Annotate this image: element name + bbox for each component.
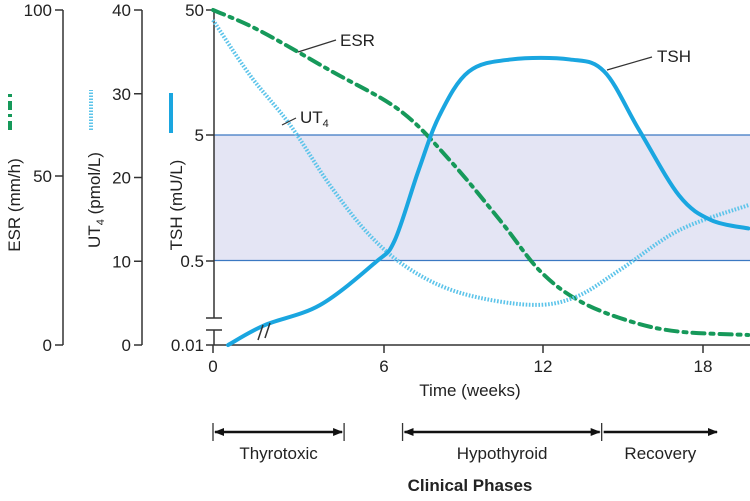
annotations: ESR UT4 TSH [281,31,691,130]
clinical-phases: Thyrotoxic Hypothyroid Recovery [212,423,718,463]
ut4-axis: 0 10 20 30 40 UT4 (pmol/L) [85,1,143,355]
esr-axis-label: ESR (mm/h) [5,158,24,252]
esr-tick: 50 [33,167,52,186]
ut4-tick: 10 [112,252,131,271]
esr-axis: 100 50 0 ESR (mm/h) [5,1,64,355]
x-axis-label: Time (weeks) [419,381,520,400]
phase-label: Hypothyroid [457,444,548,463]
x-axis: 0 6 12 18 Time (weeks) [208,344,750,400]
x-tick: 12 [534,357,553,376]
x-tick: 18 [694,357,713,376]
esr-tick: 100 [24,1,52,20]
tsh-break-marks [257,322,271,341]
series-esr-line [211,8,750,337]
ut4-tick: 40 [112,1,131,20]
tsh-tick: 0.5 [180,252,204,271]
tsh-tick: 0.01 [171,336,204,355]
x-tick: 6 [379,357,388,376]
ut4-tick: 30 [112,85,131,104]
phase-label: Thyrotoxic [239,444,318,463]
x-tick: 0 [208,357,217,376]
ut4-axis-label: UT4 (pmol/L) [85,152,107,248]
series-tsh-line [226,55,750,347]
tsh-label: TSH [657,47,691,66]
tsh-axis-label: TSH (mU/L) [167,160,186,251]
phases-title: Clinical Phases [408,476,533,495]
esr-label: ESR [340,31,375,50]
phase-label: Recovery [624,444,696,463]
series-ut4-line [211,18,750,307]
esr-tick: 0 [43,336,52,355]
tsh-tick: 50 [185,1,204,20]
tsh-tick: 5 [195,126,204,145]
tsh-axis: 50 5 0.5 0.01 TSH (mU/L) [167,1,222,355]
ut4-label: UT4 [300,108,329,130]
ut4-tick: 20 [112,169,131,188]
ut4-tick: 0 [122,336,131,355]
